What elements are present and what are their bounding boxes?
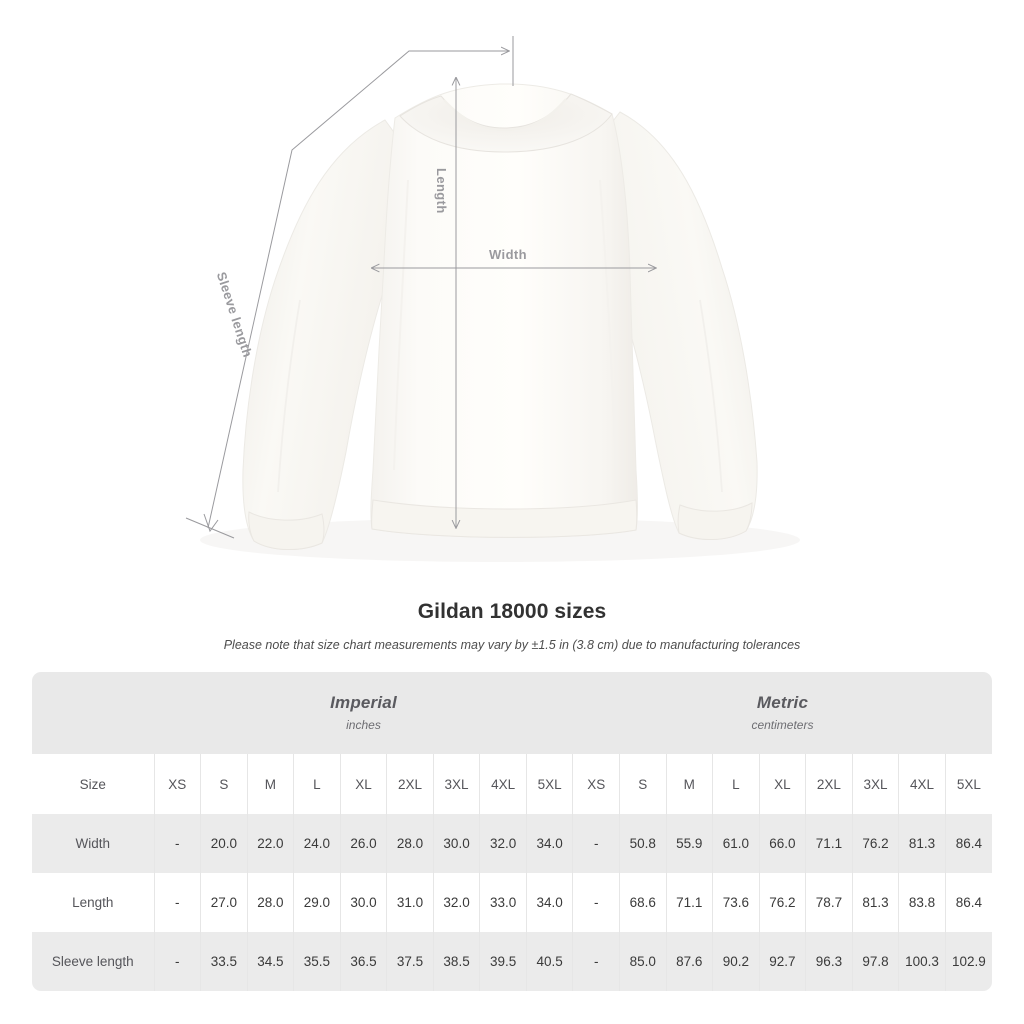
size-header-metric-s: S	[619, 754, 667, 814]
size-header-metric-2xl: 2XL	[805, 754, 853, 814]
table-row: Sleeve length -33.5 34.5 35.5 36.5 37.5 38.5 39…	[32, 932, 992, 991]
row-label-length: Length	[32, 873, 155, 932]
cell-metric: -	[572, 814, 620, 873]
cell-imperial: 34.0	[526, 814, 574, 873]
size-header-metric-xs: XS	[572, 754, 620, 814]
size-header-metric-3xl: 3XL	[852, 754, 900, 814]
size-header-imperial-4xl: 4XL	[479, 754, 527, 814]
unit-title: Imperial	[330, 692, 397, 712]
cell-metric: 71.1	[666, 873, 714, 932]
cell-imperial: 35.5	[293, 932, 341, 991]
size-header-metric-4xl: 4XL	[898, 754, 946, 814]
cell-imperial: -	[154, 873, 202, 932]
cell-metric: 86.4	[945, 873, 992, 932]
title-block: Gildan 18000 sizes Please note that size…	[0, 600, 1024, 652]
cell-imperial: 34.5	[247, 932, 295, 991]
cell-metric: 81.3	[852, 873, 900, 932]
cell-imperial: 32.0	[433, 873, 481, 932]
size-chart-table: Imperial inches Metric centimeters Size XS S M L…	[32, 672, 992, 991]
cell-metric: 87.6	[666, 932, 714, 991]
cell-metric: 83.8	[898, 873, 946, 932]
size-header-imperial-l: L	[293, 754, 341, 814]
unit-title: Metric	[756, 692, 809, 712]
cell-imperial: 24.0	[293, 814, 341, 873]
cell-imperial: 30.0	[433, 814, 481, 873]
cell-metric: 92.7	[759, 932, 807, 991]
size-header-metric-5xl: 5XL	[945, 754, 992, 814]
unit-banner-spacer	[32, 672, 155, 754]
cell-imperial: 34.0	[526, 873, 574, 932]
cell-metric: 102.9	[945, 932, 992, 991]
length-measure-label: Length	[434, 168, 449, 214]
cell-metric: 85.0	[619, 932, 667, 991]
size-header-imperial-2xl: 2XL	[386, 754, 434, 814]
cell-metric: 61.0	[712, 814, 760, 873]
cell-imperial: -	[154, 814, 202, 873]
garment-illustration: Length Width Sleeve length	[185, 36, 800, 562]
cell-imperial: 29.0	[293, 873, 341, 932]
cell-metric: 97.8	[852, 932, 900, 991]
size-header-metric-l: L	[712, 754, 760, 814]
cell-imperial: -	[154, 932, 202, 991]
size-column-header: Size	[32, 754, 155, 814]
cell-metric: 81.3	[898, 814, 946, 873]
cell-imperial: 20.0	[200, 814, 248, 873]
size-header-metric-m: M	[666, 754, 714, 814]
cell-imperial: 33.0	[479, 873, 527, 932]
size-header-row: Size XS S M L XL 2XL 3XL 4XL 5XL XS S M L XL 2XL 3XL 4XL 5…	[32, 754, 992, 814]
cell-metric: 76.2	[852, 814, 900, 873]
page-title: Gildan 18000 sizes	[417, 600, 607, 623]
tolerance-note: Please note that size chart measurements…	[223, 638, 801, 652]
size-header-imperial-xs: XS	[154, 754, 202, 814]
size-header-imperial-5xl: 5XL	[526, 754, 574, 814]
unit-banner-row: Imperial inches Metric centimeters	[32, 672, 992, 754]
cell-imperial: 36.5	[340, 932, 388, 991]
cell-metric: -	[572, 873, 620, 932]
cell-metric: -	[572, 932, 620, 991]
cell-metric: 86.4	[945, 814, 992, 873]
cell-imperial: 28.0	[386, 814, 434, 873]
cell-imperial: 32.0	[479, 814, 527, 873]
cell-imperial: 26.0	[340, 814, 388, 873]
size-header-metric-xl: XL	[759, 754, 807, 814]
table-row: Length -27.0 28.0 29.0 30.0 31.0 32.0 33.0 34.0-…	[32, 873, 992, 932]
row-label-width: Width	[32, 814, 155, 873]
size-header-imperial-s: S	[200, 754, 248, 814]
size-chart-table-container: Imperial inches Metric centimeters Size XS S M L…	[32, 672, 992, 991]
width-measure-label: Width	[489, 247, 527, 262]
cell-metric: 96.3	[805, 932, 853, 991]
cell-metric: 100.3	[898, 932, 946, 991]
row-label-sleeve-length: Sleeve length	[32, 932, 155, 991]
cell-metric: 78.7	[805, 873, 853, 932]
cell-metric: 73.6	[712, 873, 760, 932]
unit-subtitle: centimeters	[751, 718, 814, 733]
table-row: Width -20.0 22.0 24.0 26.0 28.0 30.0 32.0 34.0-5…	[32, 814, 992, 873]
cell-metric: 55.9	[666, 814, 714, 873]
cell-metric: 76.2	[759, 873, 807, 932]
cell-imperial: 31.0	[386, 873, 434, 932]
unit-header-metric: Metric centimeters	[572, 672, 992, 754]
cell-imperial: 22.0	[247, 814, 295, 873]
cell-imperial: 27.0	[200, 873, 248, 932]
cell-imperial: 37.5	[386, 932, 434, 991]
cell-metric: 50.8	[619, 814, 667, 873]
cell-imperial: 30.0	[340, 873, 388, 932]
sweatshirt-svg	[185, 36, 800, 562]
cell-imperial: 39.5	[479, 932, 527, 991]
cell-imperial: 38.5	[433, 932, 481, 991]
size-header-imperial-xl: XL	[340, 754, 388, 814]
size-header-imperial-3xl: 3XL	[433, 754, 481, 814]
cell-metric: 66.0	[759, 814, 807, 873]
cell-imperial: 33.5	[200, 932, 248, 991]
cell-metric: 68.6	[619, 873, 667, 932]
cell-imperial: 40.5	[526, 932, 574, 991]
unit-header-imperial: Imperial inches	[154, 672, 573, 754]
cell-metric: 71.1	[805, 814, 853, 873]
cell-imperial: 28.0	[247, 873, 295, 932]
size-header-imperial-m: M	[247, 754, 295, 814]
cell-metric: 90.2	[712, 932, 760, 991]
unit-subtitle: inches	[346, 718, 381, 733]
